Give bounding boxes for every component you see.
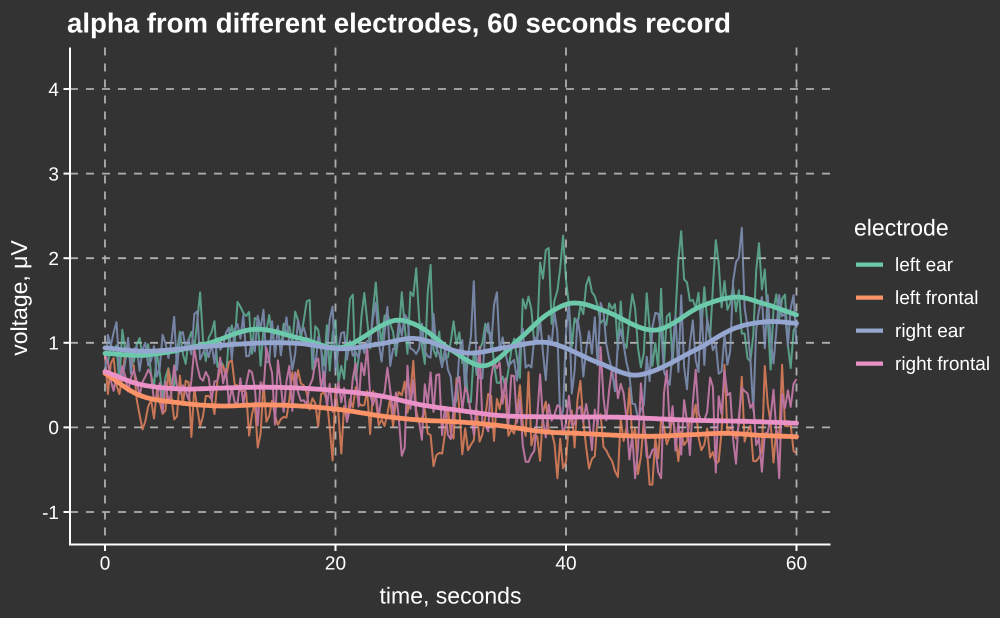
svg-text:3: 3 — [48, 164, 59, 185]
svg-text:time, seconds: time, seconds — [380, 583, 522, 609]
svg-text:electrode: electrode — [854, 214, 949, 240]
svg-text:1: 1 — [48, 334, 59, 355]
svg-text:alpha from different electrode: alpha from different electrodes, 60 seco… — [67, 8, 731, 39]
svg-text:0: 0 — [48, 418, 59, 439]
svg-text:left ear: left ear — [895, 255, 954, 276]
svg-text:right frontal: right frontal — [895, 354, 990, 375]
svg-text:60: 60 — [786, 553, 807, 574]
svg-text:voltage, μV: voltage, μV — [6, 240, 32, 356]
svg-text:20: 20 — [325, 553, 346, 574]
svg-text:0: 0 — [100, 553, 111, 574]
svg-text:2: 2 — [48, 249, 59, 270]
svg-text:right ear: right ear — [895, 321, 965, 342]
svg-text:-1: -1 — [42, 503, 59, 524]
svg-text:40: 40 — [555, 553, 576, 574]
svg-text:4: 4 — [48, 80, 59, 101]
svg-text:left frontal: left frontal — [895, 288, 978, 309]
